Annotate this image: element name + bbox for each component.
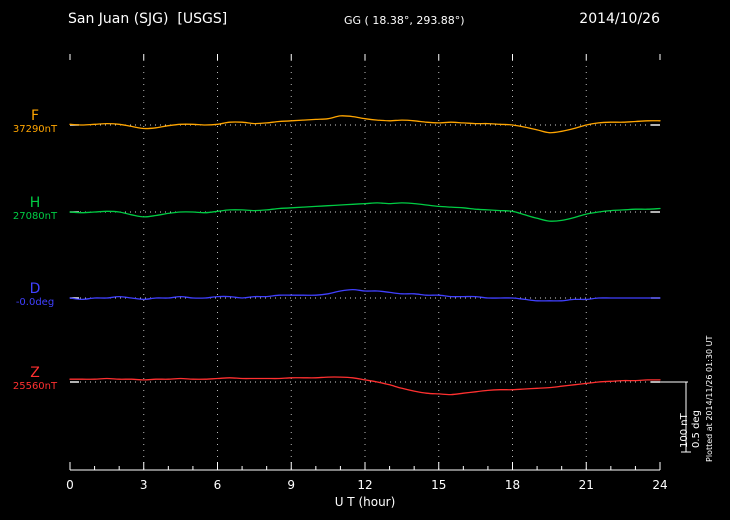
channel-baseline-d: -0.0deg bbox=[15, 297, 55, 308]
trace-f bbox=[69, 115, 661, 134]
x-tick-label: 12 bbox=[357, 478, 372, 492]
scale-bar-deg-label: 0.5 deg bbox=[691, 410, 702, 448]
channel-label-z: Z 25560nT bbox=[4, 365, 66, 393]
x-tick-label: 15 bbox=[431, 478, 446, 492]
x-tick-label: 6 bbox=[214, 478, 222, 492]
station-title: San Juan (SJG) [USGS] bbox=[68, 11, 228, 27]
scale-bar-nt-label: 100 nT bbox=[679, 413, 690, 448]
channel-label-d: D -0.0deg bbox=[4, 281, 66, 309]
channel-letter-f: F bbox=[30, 108, 40, 124]
x-tick-label: 21 bbox=[579, 478, 594, 492]
channel-label-f: F 37290nT bbox=[4, 108, 66, 136]
plotted-at-note: Plotted at 2014/11/26 01:30 UT bbox=[705, 335, 714, 462]
channel-letter-h: H bbox=[29, 195, 41, 211]
x-axis-label: U T (hour) bbox=[334, 495, 396, 509]
trace-h bbox=[69, 202, 661, 222]
channel-baseline-h: 27080nT bbox=[12, 211, 58, 222]
trace-d bbox=[69, 288, 661, 302]
x-tick-label: 9 bbox=[287, 478, 295, 492]
plot-date: 2014/10/26 bbox=[579, 11, 660, 27]
geographic-coords: GG ( 18.38°, 293.88°) bbox=[344, 14, 465, 27]
x-tick-label: 0 bbox=[66, 478, 74, 492]
channel-baseline-f: 37290nT bbox=[12, 124, 58, 135]
channel-letter-d: D bbox=[29, 281, 41, 297]
x-tick-label: 18 bbox=[505, 478, 520, 492]
channel-label-h: H 27080nT bbox=[4, 195, 66, 223]
channel-letter-z: Z bbox=[30, 365, 40, 381]
channel-baseline-z: 25560nT bbox=[12, 381, 58, 392]
trace-z bbox=[69, 376, 661, 396]
x-tick-label: 3 bbox=[140, 478, 148, 492]
x-tick-label: 24 bbox=[652, 478, 667, 492]
